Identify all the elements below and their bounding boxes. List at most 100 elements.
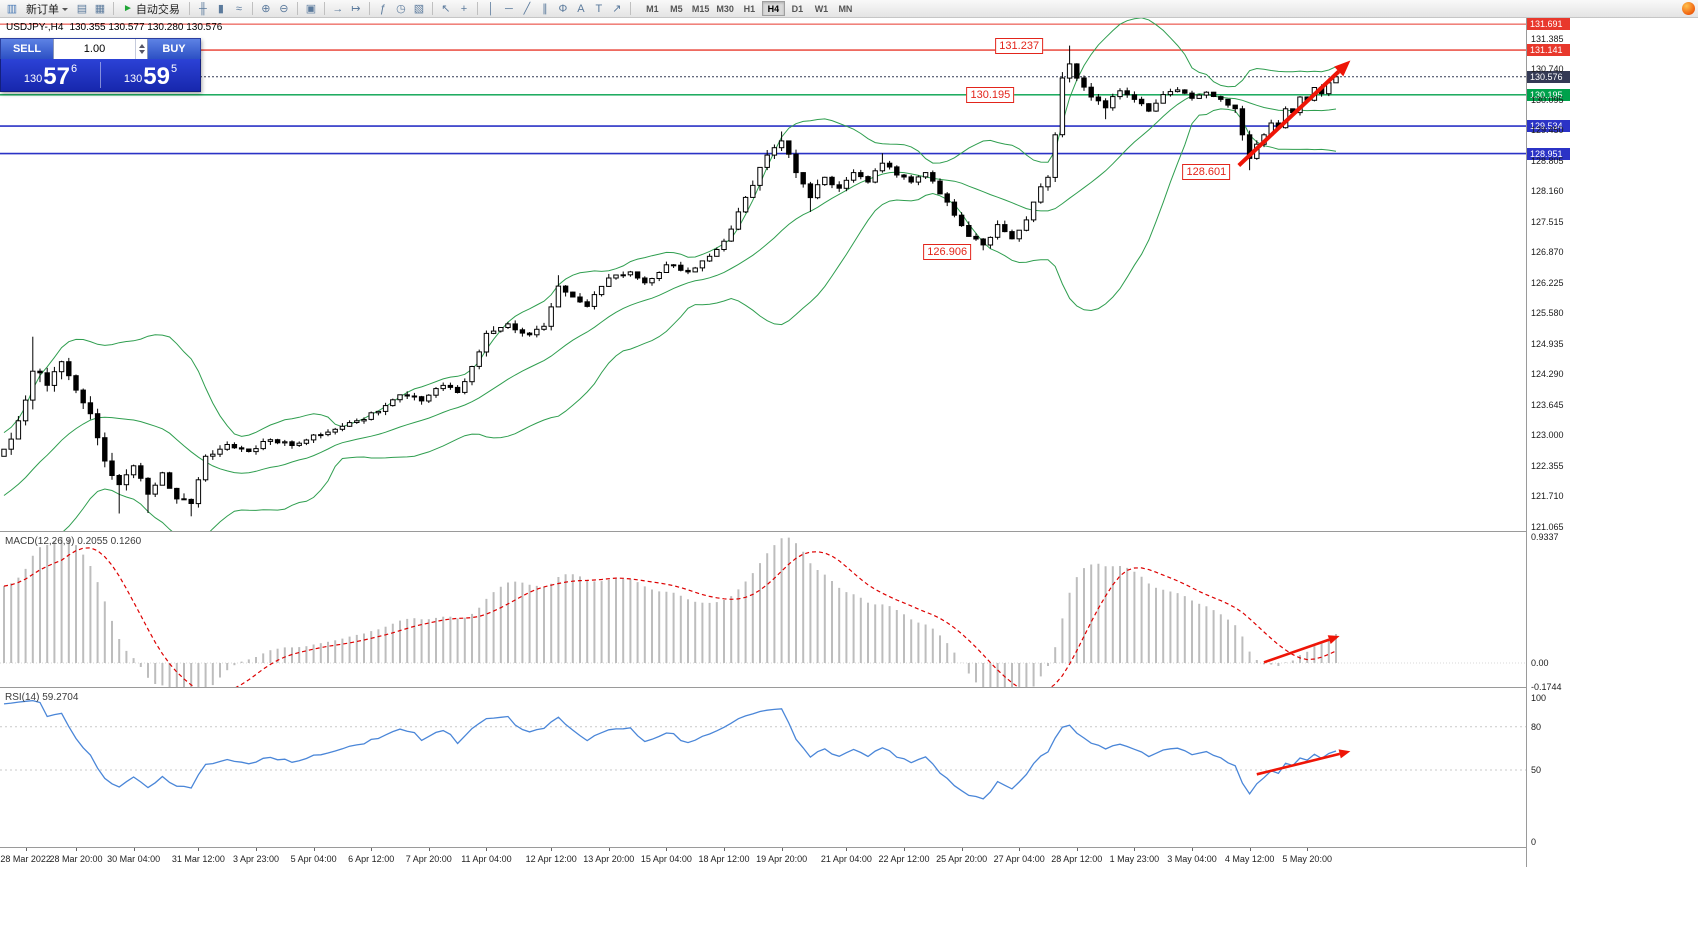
panel-separator[interactable] — [0, 531, 1526, 532]
timeframe-toolbar: M1 M5 M15 M30 H1 H4 D1 W1 MN — [641, 1, 857, 16]
price-line-label: 128.951 — [1527, 147, 1570, 160]
price-tick-label: 130.740 — [1531, 64, 1564, 75]
rsi-panel-chart[interactable] — [0, 690, 1526, 846]
panel-separator[interactable] — [0, 687, 1526, 688]
vertical-line-icon[interactable]: │ — [487, 2, 495, 15]
ohlc-bars-icon[interactable]: ╫ — [199, 2, 207, 15]
periods-icon[interactable]: ◷ — [396, 3, 406, 15]
time-label: 13 Apr 20:00 — [583, 854, 635, 864]
timeframe-w1-button[interactable]: W1 — [814, 3, 829, 14]
price-tick-label: 129.450 — [1531, 125, 1564, 136]
time-tick — [198, 848, 200, 851]
text-icon[interactable]: A — [577, 2, 585, 15]
crosshair-icon[interactable]: + — [460, 2, 468, 15]
autotrading-button[interactable]: ► 自动交易 — [118, 1, 185, 17]
chart-window-icon[interactable]: ▥ — [6, 3, 18, 15]
time-tick — [1249, 848, 1251, 851]
timeframe-h1-button[interactable]: H1 — [743, 3, 756, 14]
indicators-icon[interactable]: ƒ — [379, 2, 386, 15]
rsi-line — [3, 699, 1337, 800]
horizontal-line-icon[interactable]: ─ — [505, 2, 513, 15]
zoom-out-icon[interactable]: ⊖ — [279, 3, 289, 15]
sell-button[interactable]: SELL — [1, 39, 53, 59]
trend-arrow[interactable] — [1256, 749, 1351, 776]
profiles-icon[interactable]: ▤ — [76, 3, 88, 15]
time-axis[interactable]: 28 Mar 2022 28 Mar 20:00 30 Mar 04:00 31 Ma… — [0, 847, 1526, 867]
new-order-button[interactable]: 新订单 — [21, 1, 73, 17]
zoom-in-icon[interactable]: ⊕ — [261, 3, 271, 15]
arrows-tool-icon[interactable]: ↗ — [612, 3, 622, 15]
auto-scroll-icon[interactable]: → — [332, 2, 344, 15]
volume-up-icon[interactable] — [138, 41, 145, 48]
time-tick — [428, 848, 430, 851]
time-label: 12 Apr 12:00 — [525, 854, 577, 864]
time-tick — [313, 848, 315, 851]
ask-big-digits: 59 — [143, 63, 170, 90]
price-annotation[interactable]: 128.601 — [1182, 163, 1231, 180]
macd-axis-label: 0.9337 — [1531, 531, 1559, 542]
time-label: 31 Mar 12:00 — [171, 854, 225, 864]
volume-down-icon[interactable] — [138, 50, 145, 57]
channel-icon[interactable]: ∥ — [542, 3, 548, 15]
price-line-label: 129.534 — [1527, 120, 1570, 133]
time-label: 4 May 12:00 — [1224, 854, 1275, 864]
buy-button[interactable]: BUY — [148, 39, 200, 59]
time-label: 5 Apr 04:00 — [290, 854, 337, 864]
main-chart[interactable] — [0, 18, 1526, 531]
fibonacci-icon[interactable]: Φ — [558, 2, 568, 15]
timeframe-m1-button[interactable]: M1 — [646, 3, 659, 14]
chart-shift-icon[interactable]: ↦ — [351, 3, 361, 15]
timeframe-m30-button[interactable]: M30 — [716, 3, 734, 14]
price-line-label: 130.576 — [1527, 70, 1570, 83]
chart-ohlc-header: USDJPY-,H4 130.355 130.577 130.280 130.57… — [6, 22, 228, 33]
time-label: 3 May 04:00 — [1167, 854, 1217, 864]
text-label-icon[interactable]: T — [595, 2, 603, 15]
time-tick — [256, 848, 257, 851]
connection-status-icon — [1682, 2, 1695, 15]
rsi-indicator-label: RSI(14) 59.2704 — [5, 692, 79, 703]
charts-tile-icon[interactable]: ▦ — [94, 3, 106, 15]
volume-input[interactable]: 1.00 — [53, 39, 148, 59]
time-tick — [1192, 848, 1193, 851]
trend-arrow[interactable] — [1263, 635, 1340, 664]
time-label: 27 Apr 04:00 — [993, 854, 1045, 864]
line-chart-icon[interactable]: ≈ — [235, 2, 242, 15]
macd-panel-chart[interactable] — [0, 534, 1526, 687]
bid-price: 130 57 6 — [1, 59, 100, 91]
time-tick — [76, 848, 77, 851]
toolbar-separator — [251, 2, 253, 15]
cascade-windows-icon[interactable]: ▣ — [305, 3, 317, 15]
trend-arrow[interactable] — [1237, 60, 1351, 167]
volume-value: 1.00 — [83, 43, 106, 55]
templates-icon[interactable]: ▧ — [413, 3, 425, 15]
price-annotation[interactable]: 130.195 — [966, 86, 1015, 103]
toolbar-separator — [323, 2, 325, 15]
price-tick-label: 131.385 — [1531, 33, 1564, 44]
timeframe-d1-button[interactable]: D1 — [791, 3, 804, 14]
timeframe-h4-button[interactable]: H4 — [761, 1, 785, 16]
timeframe-m5-button[interactable]: M5 — [670, 3, 683, 14]
volume-spinner[interactable] — [135, 39, 147, 59]
price-axis[interactable]: 131.691 131.141 130.576 130.195 129.534 128.9… — [1526, 18, 1570, 867]
cursor-icon[interactable]: ↖ — [441, 3, 451, 15]
price-tick-label: 123.000 — [1531, 430, 1564, 441]
toolbar-separator — [629, 2, 631, 15]
toolbar-separator — [296, 2, 298, 15]
toolbar-separator — [476, 2, 478, 15]
toolbar-separator — [113, 2, 114, 15]
toolbar-separator — [431, 2, 433, 15]
trendline-icon[interactable]: ╱ — [523, 3, 531, 15]
timeframe-mn-button[interactable]: MN — [838, 3, 853, 14]
ask-prefix: 130 — [123, 73, 143, 85]
horizontal-lines[interactable] — [0, 23, 1526, 155]
rsi-axis-label: 100 — [1531, 693, 1547, 703]
price-tick-label: 126.870 — [1531, 247, 1564, 258]
candlestick-chart-icon[interactable]: ▮ — [217, 3, 224, 15]
time-label: 28 Mar 20:00 — [49, 854, 103, 864]
time-tick — [1076, 848, 1078, 851]
timeframe-m15-button[interactable]: M15 — [691, 3, 710, 14]
price-annotation[interactable]: 126.906 — [923, 243, 972, 260]
time-tick — [904, 848, 905, 851]
time-label: 11 Apr 04:00 — [461, 854, 512, 864]
price-annotation[interactable]: 131.237 — [995, 38, 1044, 55]
